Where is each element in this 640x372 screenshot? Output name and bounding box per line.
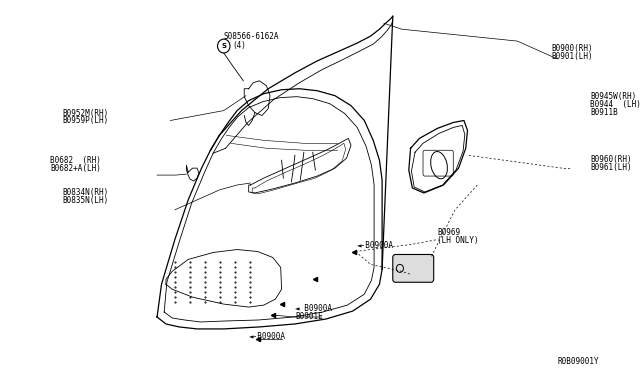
Text: B0944  (LH): B0944 (LH) <box>590 100 640 109</box>
Text: B0945W(RH): B0945W(RH) <box>590 92 637 101</box>
Text: ◄-B0900A: ◄-B0900A <box>249 332 285 341</box>
Text: B0952M(RH): B0952M(RH) <box>62 109 108 118</box>
Text: B0834N(RH): B0834N(RH) <box>62 188 108 197</box>
Text: B0969: B0969 <box>437 228 460 237</box>
Text: B0901E: B0901E <box>295 312 323 321</box>
Text: B0900(RH): B0900(RH) <box>551 44 593 53</box>
Text: R0B09001Y: R0B09001Y <box>557 357 599 366</box>
Text: B0961(LH): B0961(LH) <box>590 163 632 172</box>
Text: B0901(LH): B0901(LH) <box>551 52 593 61</box>
Text: (LH ONLY): (LH ONLY) <box>437 235 479 244</box>
Text: B0835N(LH): B0835N(LH) <box>62 196 108 205</box>
Text: ◄ B0900A: ◄ B0900A <box>295 304 332 313</box>
Text: S08566-6162A: S08566-6162A <box>224 32 279 41</box>
Text: S: S <box>221 43 227 49</box>
Text: B0960(RH): B0960(RH) <box>590 155 632 164</box>
Text: (4): (4) <box>233 41 246 50</box>
Text: B0682+A(LH): B0682+A(LH) <box>51 164 101 173</box>
Text: B0682  (RH): B0682 (RH) <box>51 156 101 165</box>
Text: ◄-B0900A: ◄-B0900A <box>357 241 394 250</box>
FancyBboxPatch shape <box>393 254 434 282</box>
Text: B0959P(LH): B0959P(LH) <box>62 116 108 125</box>
Text: B0911B: B0911B <box>590 108 618 116</box>
